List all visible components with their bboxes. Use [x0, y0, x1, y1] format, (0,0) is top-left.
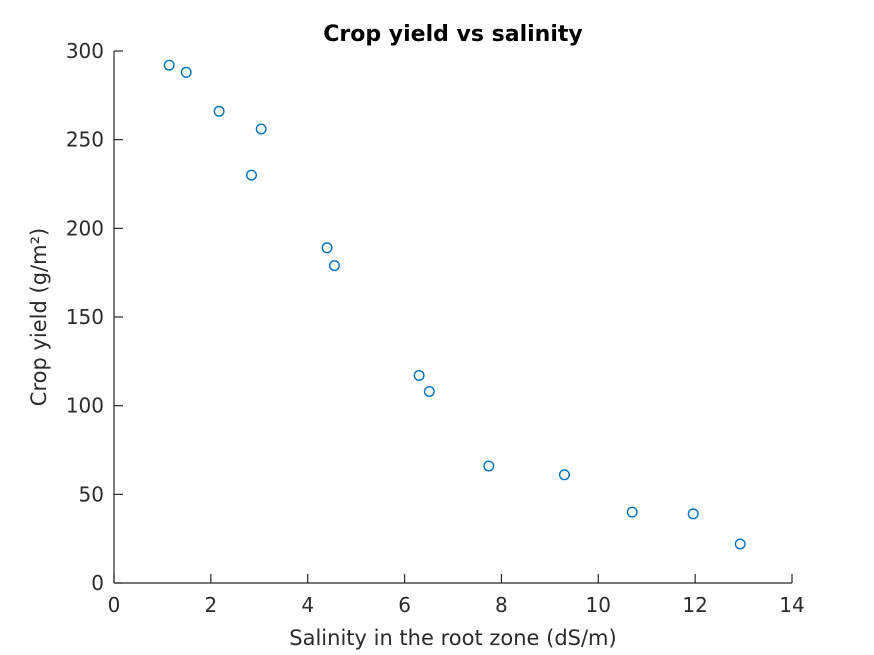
data-point — [423, 386, 435, 398]
axes: 0 2 4 6 8 10 12 14 0 50 100 150 200 250 300 — [66, 39, 805, 617]
x-tick-label: 4 — [301, 593, 314, 617]
x-tick-label: 0 — [108, 593, 121, 617]
data-point — [558, 469, 570, 481]
chart-title: Crop yield vs salinity — [323, 22, 582, 47]
data-point — [483, 460, 495, 472]
data-point — [163, 59, 175, 71]
x-axis-label: Salinity in the root zone (dS/m) — [289, 626, 616, 650]
data-point — [413, 370, 425, 382]
data-point — [687, 508, 699, 520]
data-point — [255, 123, 267, 135]
data-point — [213, 105, 225, 117]
y-tick-label: 100 — [66, 394, 104, 418]
y-tick-label: 250 — [66, 128, 104, 152]
data-point — [245, 169, 257, 181]
x-tick-label: 8 — [495, 593, 508, 617]
y-tick-label: 0 — [91, 571, 104, 595]
x-tick-label: 6 — [398, 593, 411, 617]
data-point — [328, 260, 340, 272]
y-tick-label: 150 — [66, 305, 104, 329]
y-tick-label: 50 — [79, 482, 104, 506]
x-tick-label: 14 — [779, 593, 804, 617]
y-tick-label: 200 — [66, 216, 104, 240]
data-point — [180, 66, 192, 78]
y-tick-label: 300 — [66, 39, 104, 63]
y-axis-label: Crop yield (g/m²) — [27, 228, 51, 406]
data-point — [626, 506, 638, 518]
x-tick-label: 2 — [204, 593, 217, 617]
x-tick-label: 12 — [682, 593, 707, 617]
data-point — [321, 242, 333, 254]
data-points — [163, 59, 746, 550]
x-tick-label: 10 — [586, 593, 611, 617]
data-point — [734, 538, 746, 550]
